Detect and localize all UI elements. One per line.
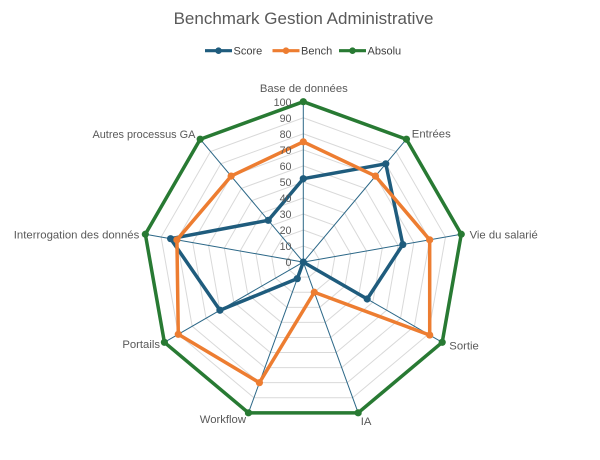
svg-text:20: 20 bbox=[280, 225, 292, 237]
svg-text:80: 80 bbox=[280, 129, 292, 141]
svg-text:Absolu: Absolu bbox=[368, 45, 402, 57]
svg-text:Base de données: Base de données bbox=[260, 83, 348, 95]
svg-text:IA: IA bbox=[361, 416, 372, 428]
svg-text:90: 90 bbox=[280, 113, 292, 125]
svg-text:10: 10 bbox=[280, 241, 292, 253]
svg-text:70: 70 bbox=[280, 145, 292, 157]
svg-text:Entrées: Entrées bbox=[412, 129, 451, 141]
svg-text:40: 40 bbox=[280, 193, 292, 205]
svg-text:Autres processus GA: Autres processus GA bbox=[92, 129, 196, 141]
svg-text:50: 50 bbox=[280, 177, 292, 189]
svg-text:Vie du salarié: Vie du salarié bbox=[470, 230, 538, 242]
svg-text:100: 100 bbox=[274, 97, 292, 109]
svg-text:Sortie: Sortie bbox=[449, 341, 479, 353]
svg-text:Benchmark Gestion Administrati: Benchmark Gestion Administrative bbox=[174, 9, 434, 28]
svg-text:Bench: Bench bbox=[301, 45, 332, 57]
svg-text:Workflow: Workflow bbox=[200, 414, 247, 426]
svg-text:30: 30 bbox=[280, 209, 292, 221]
svg-text:60: 60 bbox=[280, 161, 292, 173]
svg-text:Interrogation des donnés: Interrogation des donnés bbox=[14, 229, 140, 241]
svg-text:Portails: Portails bbox=[122, 339, 160, 351]
svg-text:0: 0 bbox=[286, 257, 292, 269]
svg-text:Score: Score bbox=[234, 45, 263, 57]
